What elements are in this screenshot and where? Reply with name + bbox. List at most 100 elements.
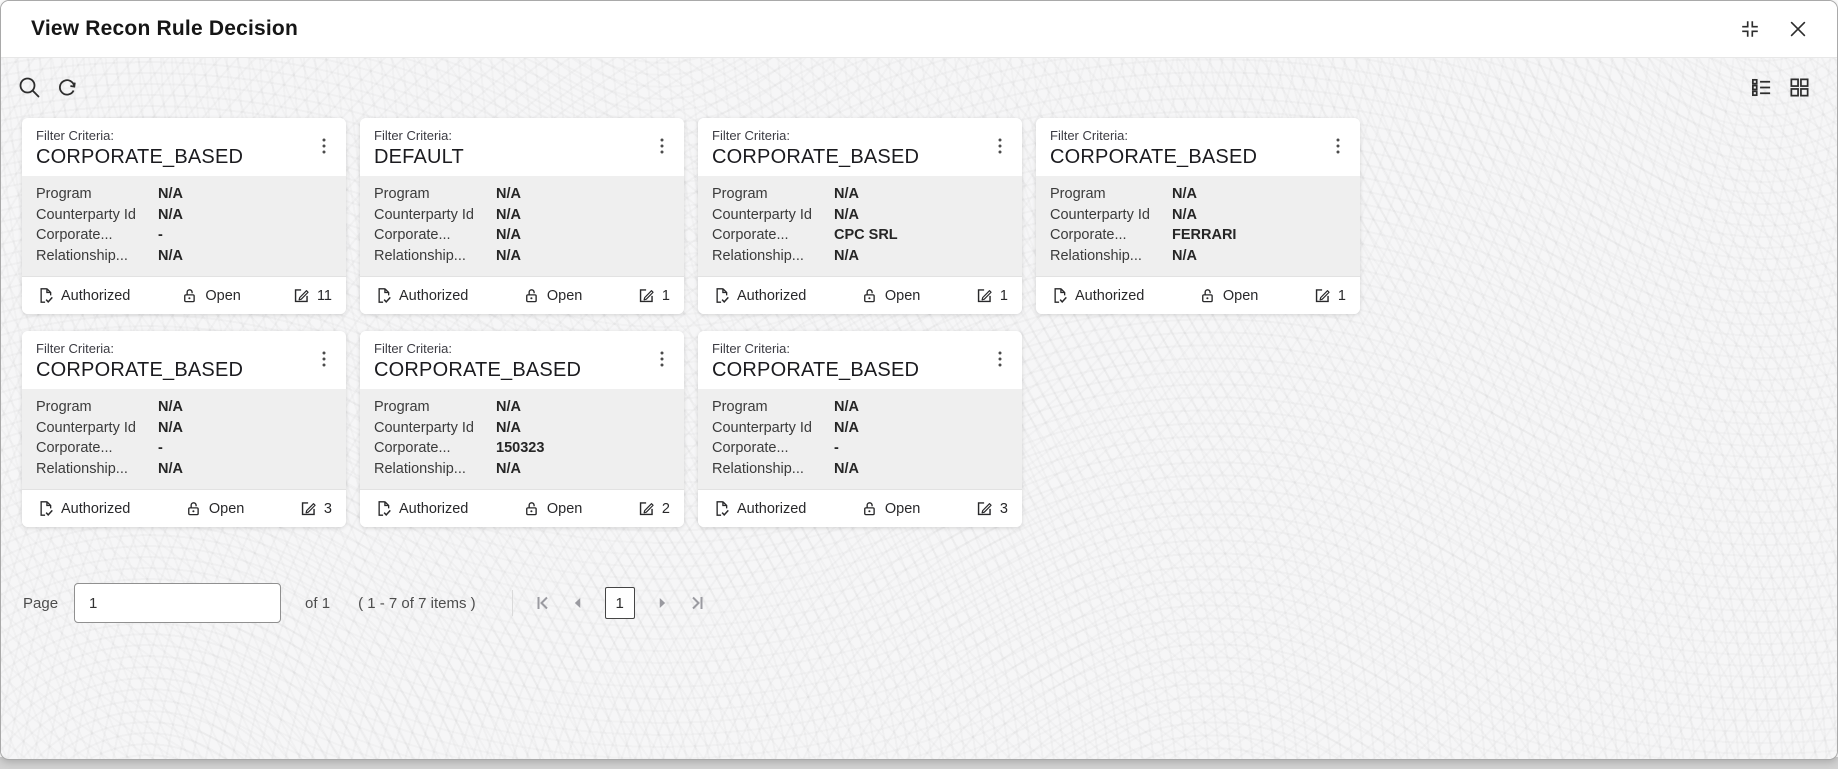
field-value: 150323 <box>496 440 545 456</box>
card-header: Filter Criteria: DEFAULT <box>360 118 684 176</box>
edit-count: 2 <box>637 499 670 518</box>
field-label: Counterparty Id <box>36 419 136 436</box>
authorization-status-label: Authorized <box>737 500 807 517</box>
filter-criteria-label: Filter Criteria: <box>374 341 453 356</box>
card-menu-button[interactable] <box>310 340 338 368</box>
list-view-button[interactable] <box>1750 76 1773 99</box>
edit-count: 1 <box>1313 286 1346 305</box>
field-row: Program N/A <box>374 184 670 205</box>
field-row: Relationship... N/A <box>712 459 1008 480</box>
card-header: Filter Criteria: CORPORATE_BASED <box>22 331 346 389</box>
page-input[interactable] <box>74 583 282 623</box>
last-page-icon <box>691 596 703 610</box>
grid-view-button[interactable] <box>1788 76 1811 99</box>
search-button[interactable] <box>17 75 41 99</box>
record-status-label: Open <box>208 500 245 517</box>
authorization-status: Authorized <box>374 286 468 305</box>
record-status: Open <box>523 500 582 518</box>
close-icon <box>1790 21 1806 37</box>
card-body: Program N/A Counterparty Id N/A Corporat… <box>22 389 346 489</box>
field-row: Counterparty Id N/A <box>36 418 332 439</box>
record-status: Open <box>861 500 920 518</box>
content-area: Filter Criteria: CORPORATE_BASED Program… <box>1 58 1837 759</box>
field-row: Relationship... N/A <box>374 459 670 480</box>
first-page-button[interactable] <box>531 591 555 615</box>
edit-icon <box>977 289 992 303</box>
open-lock-icon <box>187 501 199 515</box>
record-status-label: Open <box>884 287 921 304</box>
card-title: CORPORATE_BASED <box>36 146 244 168</box>
field-value: N/A <box>496 227 521 243</box>
recon-rule-card[interactable]: Filter Criteria: CORPORATE_BASED Program… <box>360 331 684 527</box>
current-page-button[interactable]: 1 <box>604 587 635 619</box>
card-title: CORPORATE_BASED <box>36 359 244 381</box>
page-title: View Recon Rule Decision <box>31 17 298 40</box>
field-row: Relationship... N/A <box>1050 246 1346 267</box>
field-row: Program N/A <box>712 397 1008 418</box>
card-body: Program N/A Counterparty Id N/A Corporat… <box>698 176 1022 276</box>
recon-rule-card[interactable]: Filter Criteria: CORPORATE_BASED Program… <box>22 118 346 314</box>
next-page-icon <box>659 598 665 608</box>
field-value: FERRARI <box>1172 227 1237 243</box>
last-page-button[interactable] <box>685 591 709 615</box>
edit-icon <box>1315 289 1330 303</box>
first-page-icon <box>537 596 548 610</box>
card-footer: Authorized Open 2 <box>360 489 684 527</box>
field-row: Corporate... FERRARI <box>1050 225 1346 246</box>
kebab-menu-icon <box>998 138 1002 154</box>
field-label: Corporate... <box>36 440 113 456</box>
edit-count-value: 1 <box>999 287 1008 304</box>
open-lock-icon <box>863 288 875 302</box>
field-value: N/A <box>496 399 521 415</box>
next-page-button[interactable] <box>651 592 673 614</box>
field-label: Program <box>36 399 92 415</box>
open-lock-icon <box>1201 288 1213 302</box>
open-lock-icon <box>863 501 875 515</box>
filter-criteria-label: Filter Criteria: <box>1050 128 1129 143</box>
field-value: N/A <box>1172 247 1197 264</box>
field-row: Relationship... N/A <box>712 246 1008 267</box>
record-status: Open <box>1199 287 1258 305</box>
edit-icon <box>294 289 309 303</box>
card-title: CORPORATE_BASED <box>712 146 920 168</box>
recon-rule-card[interactable]: Filter Criteria: CORPORATE_BASED Program… <box>22 331 346 527</box>
search-icon <box>19 77 40 98</box>
card-menu-button[interactable] <box>1324 127 1352 155</box>
authorization-status: Authorized <box>36 499 130 518</box>
card-menu-button[interactable] <box>986 340 1014 368</box>
card-body: Program N/A Counterparty Id N/A Corporat… <box>360 389 684 489</box>
field-value: N/A <box>496 206 521 223</box>
recon-rule-card[interactable]: Filter Criteria: CORPORATE_BASED Program… <box>698 331 1022 527</box>
card-body: Program N/A Counterparty Id N/A Corporat… <box>22 176 346 276</box>
record-status: Open <box>181 287 241 305</box>
kebab-menu-icon <box>1336 138 1340 154</box>
field-row: Corporate... - <box>36 225 332 246</box>
filter-criteria-label: Filter Criteria: <box>374 128 453 143</box>
card-body: Program N/A Counterparty Id N/A Corporat… <box>360 176 684 276</box>
field-value: N/A <box>834 419 859 436</box>
recon-rule-card[interactable]: Filter Criteria: CORPORATE_BASED Program… <box>1036 118 1360 314</box>
card-menu-button[interactable] <box>648 127 676 155</box>
close-button[interactable] <box>1787 18 1809 40</box>
field-row: Counterparty Id N/A <box>36 205 332 226</box>
edit-count: 1 <box>637 286 670 305</box>
field-row: Corporate... - <box>712 438 1008 459</box>
record-status: Open <box>861 287 920 305</box>
card-footer: Authorized Open 1 <box>1036 276 1360 314</box>
field-row: Counterparty Id N/A <box>1050 205 1346 226</box>
pager-divider <box>511 590 513 616</box>
field-label: Relationship... <box>36 247 128 264</box>
card-menu-button[interactable] <box>986 127 1014 155</box>
recon-rule-card[interactable]: Filter Criteria: DEFAULT Program N/A Cou… <box>360 118 684 314</box>
card-menu-button[interactable] <box>310 127 338 155</box>
field-value: N/A <box>158 460 183 477</box>
card-menu-button[interactable] <box>648 340 676 368</box>
prev-page-button[interactable] <box>567 592 589 614</box>
edit-count-value: 3 <box>999 500 1008 517</box>
resize-button[interactable] <box>1739 18 1761 40</box>
refresh-button[interactable] <box>55 75 79 99</box>
edit-count: 1 <box>975 286 1008 305</box>
recon-rule-card[interactable]: Filter Criteria: CORPORATE_BASED Program… <box>698 118 1022 314</box>
card-footer: Authorized Open 11 <box>22 276 346 314</box>
field-value: N/A <box>496 247 521 264</box>
